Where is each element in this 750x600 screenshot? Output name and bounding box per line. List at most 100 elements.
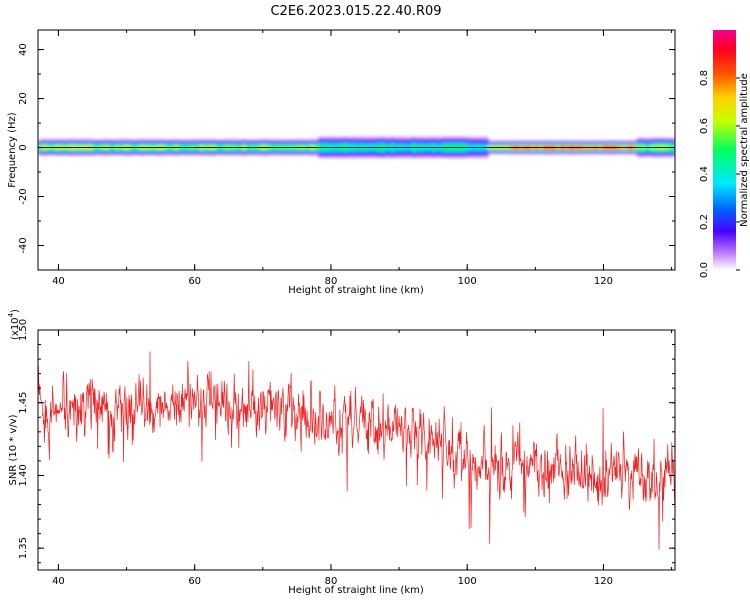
heatmap-cell — [67, 142, 73, 145]
heatmap-cell — [80, 142, 86, 145]
heatmap-cell — [373, 144, 379, 146]
heatmap-cell — [182, 140, 188, 142]
heatmap-cell — [343, 143, 349, 145]
heatmap-cell — [479, 154, 485, 156]
heatmap-cell — [76, 144, 82, 146]
heatmap-cell — [335, 150, 341, 152]
heatmap-cell — [649, 143, 655, 145]
heatmap-cell — [343, 149, 349, 151]
heatmap-cell — [666, 151, 672, 153]
heatmap-cell — [454, 144, 460, 146]
heatmap-cell — [88, 139, 94, 141]
heatmap-cell — [275, 150, 281, 152]
heatmap-cell — [445, 141, 451, 143]
heatmap-cell — [246, 151, 251, 153]
heatmap-cell — [331, 150, 336, 152]
heatmap-cell — [38, 148, 43, 150]
heatmap-cell — [551, 152, 557, 154]
heatmap-cell — [165, 141, 171, 143]
heatmap-cell — [360, 141, 366, 143]
x-tick-label: 120 — [594, 576, 613, 587]
heatmap-cell — [335, 144, 341, 147]
heatmap-cell — [585, 140, 591, 142]
heatmap-cell — [101, 143, 107, 146]
heatmap-cell — [360, 142, 366, 144]
heatmap-cell — [458, 155, 464, 157]
heatmap-cell — [454, 152, 460, 154]
heatmap-cell — [348, 152, 353, 154]
heatmap-cell — [670, 140, 675, 142]
heatmap-cell — [411, 138, 417, 141]
heatmap-cell — [628, 141, 634, 143]
heatmap-cell — [152, 149, 158, 152]
heatmap-cell — [84, 148, 90, 151]
heatmap-cell — [326, 149, 332, 151]
heatmap-cell — [54, 148, 60, 151]
heatmap-cell — [148, 141, 154, 143]
heatmap-cell — [233, 149, 239, 152]
heatmap-cell — [182, 145, 188, 147]
heatmap-cell — [432, 139, 438, 142]
colorbar-tick-label: 0.0 — [699, 262, 710, 278]
heatmap-cell — [602, 150, 608, 152]
heatmap-cell — [449, 156, 455, 158]
heatmap-cell — [471, 152, 477, 154]
heatmap-cell — [449, 149, 455, 151]
heatmap-cell — [369, 137, 375, 139]
heatmap-cell — [305, 149, 311, 152]
heatmap-cell — [428, 156, 434, 159]
heatmap-cell — [331, 149, 336, 151]
heatmap-cell — [352, 148, 358, 150]
heatmap-cell — [144, 145, 150, 147]
heatmap-cell — [458, 152, 464, 154]
heatmap-cell — [381, 143, 387, 145]
heatmap-cell — [343, 139, 349, 142]
heatmap-cell — [611, 153, 617, 155]
heatmap-cell — [67, 139, 73, 141]
heatmap-cell — [398, 153, 404, 155]
heatmap-cell — [386, 139, 392, 142]
heatmap-cell — [590, 144, 595, 147]
colorbar-tick-label: 0.8 — [699, 70, 710, 86]
heatmap-cell — [483, 150, 489, 153]
heatmap-cell — [526, 149, 532, 151]
heatmap-cell — [67, 151, 73, 153]
heatmap-cell — [547, 150, 553, 152]
heatmap-cell — [148, 142, 154, 144]
heatmap-cell — [284, 146, 290, 148]
heatmap-cell — [156, 154, 162, 156]
heatmap-cell — [386, 156, 392, 159]
heatmap-cell — [237, 150, 243, 152]
heatmap-cell — [662, 149, 668, 151]
heatmap-cell — [598, 153, 604, 155]
heatmap-cell — [144, 144, 150, 146]
heatmap-cell — [394, 138, 400, 140]
heatmap-cell — [59, 138, 65, 140]
heatmap-cell — [229, 143, 234, 146]
heatmap-cell — [649, 147, 655, 150]
heatmap-cell — [326, 138, 332, 140]
heatmap-cell — [131, 146, 137, 148]
heatmap-cell — [237, 143, 243, 146]
heatmap-cell — [131, 151, 137, 153]
heatmap-cell — [161, 149, 166, 152]
heatmap-cell — [267, 150, 273, 152]
heatmap-cell — [233, 138, 239, 140]
heatmap-cell — [568, 153, 574, 155]
heatmap-cell — [110, 153, 116, 155]
heatmap-cell — [118, 154, 124, 156]
heatmap-cell — [670, 137, 675, 139]
heatmap-cell — [373, 145, 379, 148]
heatmap-cell — [224, 153, 230, 155]
heatmap-cell — [224, 154, 230, 156]
heatmap-cell — [607, 147, 612, 149]
heatmap-cell — [220, 139, 226, 141]
heatmap-cell — [250, 150, 256, 152]
heatmap-cell — [258, 144, 264, 146]
heatmap-cell — [131, 144, 137, 146]
heatmap-cell — [93, 150, 99, 152]
heatmap-cell — [169, 140, 175, 142]
heatmap-cell — [212, 150, 217, 152]
heatmap-cell — [602, 152, 608, 154]
heatmap-cell — [131, 143, 137, 146]
